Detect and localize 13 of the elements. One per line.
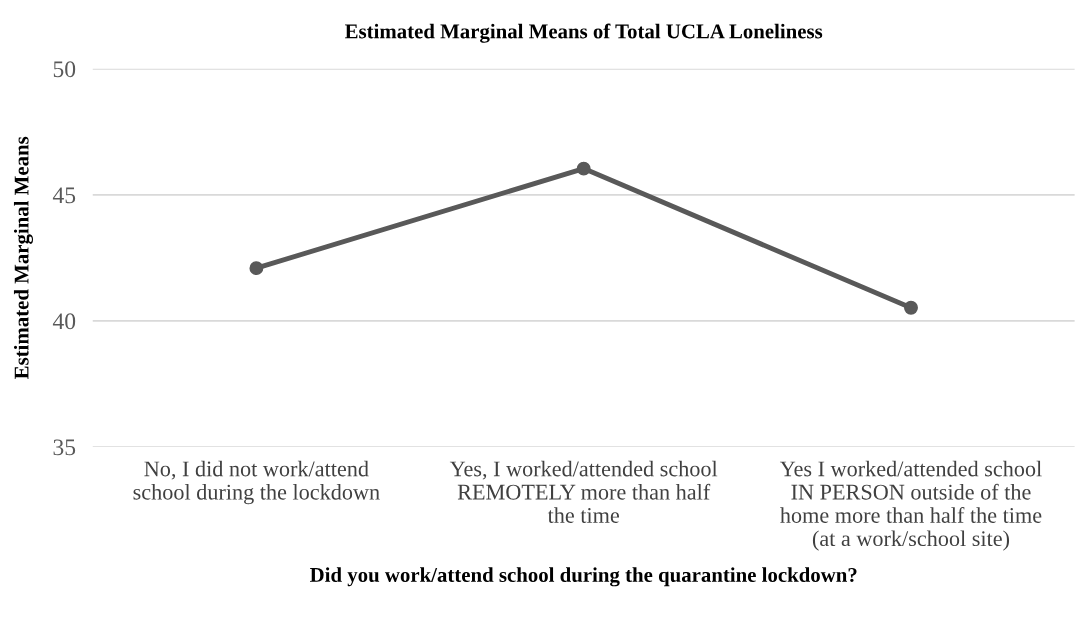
y-axis-title: Estimated Marginal Means [13,136,34,379]
y-tick-label: 50 [53,61,76,78]
x-tick-label: Yes, I worked/attended school REMOTELY more than half the time [449,460,718,523]
point [576,161,591,176]
point [249,261,264,276]
point [904,300,918,315]
y-tick-label: 40 [52,313,76,330]
x-tick-label: No, I did not work/attend school during the lockdown [133,460,380,505]
chart-title: Estimated Marginal Means of Total UCLA Loneliness [345,23,823,43]
x-axis-title: Did you work/attend school during the quarantine lockdown? [310,567,857,587]
x-tick-label: Yes I worked/attended school IN PERSON outside of the home more than half the time (at a work/school site) [779,460,1042,551]
y-tick-label: 45 [52,187,76,204]
y-tick-label: 35 [53,439,76,456]
